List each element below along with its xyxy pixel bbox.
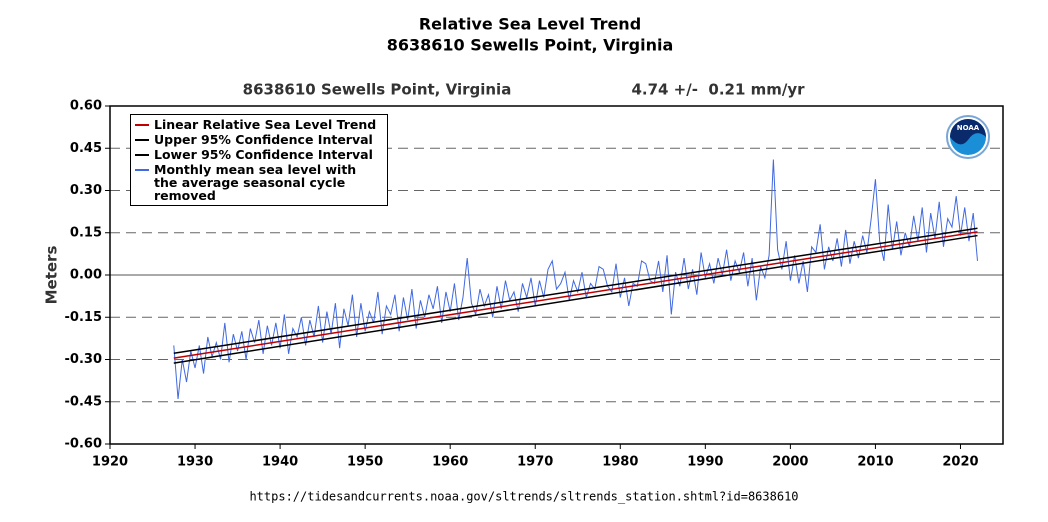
x-tick-label: 1950: [347, 455, 383, 470]
chart-title: Relative Sea Level Trend: [419, 15, 641, 34]
legend-item: Lower 95% Confidence Interval: [135, 148, 383, 161]
plot-frame: [109, 105, 1004, 445]
x-tick-label: 1990: [687, 455, 723, 470]
legend-swatch: [135, 139, 149, 141]
station-label: 8638610 Sewells Point, Virginia: [243, 81, 512, 99]
y-tick-label: 0.30: [70, 183, 102, 198]
legend-label: Lower 95% Confidence Interval: [154, 147, 373, 162]
legend-label: Upper 95% Confidence Interval: [154, 132, 373, 147]
x-tick-label: 1980: [602, 455, 638, 470]
noaa-logo: NOAA: [946, 115, 990, 159]
series-line: [173, 227, 978, 355]
y-tick-label: 0.00: [70, 268, 102, 283]
x-tick-label: 1920: [92, 455, 128, 470]
x-tick-label: 2010: [857, 455, 893, 470]
legend-item: Linear Relative Sea Level Trend: [135, 118, 383, 131]
legend: Linear Relative Sea Level Trend Upper 95%…: [130, 114, 388, 206]
x-tick-label: 1960: [432, 455, 468, 470]
x-tick-label: 2020: [942, 455, 978, 470]
y-tick-label: 0.45: [70, 141, 102, 156]
y-tick-label: -0.60: [65, 437, 102, 452]
y-tick-label: 0.15: [70, 225, 102, 240]
legend-label: Monthly mean sea level with the average …: [154, 162, 357, 203]
series-line: [173, 231, 978, 359]
plot-area: -0.60 -0.45 -0.30 -0.15 0.00 0.15 0.30 0.45 0.60…: [65, 99, 1004, 470]
y-tick-label: -0.15: [65, 310, 102, 325]
legend-label: Linear Relative Sea Level Trend: [154, 117, 377, 132]
y-tick-label: -0.30: [65, 352, 102, 367]
x-tick-label: 1930: [177, 455, 213, 470]
source-url: https://tidesandcurrents.noaa.gov/sltren…: [249, 490, 798, 504]
trend-label: 4.74 +/- 0.21 mm/yr: [631, 81, 805, 99]
legend-swatch: [135, 124, 149, 126]
y-tick-label: 0.60: [70, 99, 102, 114]
chart-subtitle: 8638610 Sewells Point, Virginia: [387, 36, 674, 55]
legend-item: Monthly mean sea level with the average …: [135, 163, 383, 202]
legend-item: Upper 95% Confidence Interval: [135, 133, 383, 146]
logo-text: NOAA: [957, 124, 980, 132]
x-tick-label: 1940: [262, 455, 298, 470]
legend-swatch: [135, 169, 149, 171]
x-tick-label: 1970: [517, 455, 553, 470]
y-axis-label: Meters: [43, 246, 61, 305]
series-line: [173, 234, 978, 364]
x-tick-label: 2000: [772, 455, 808, 470]
legend-swatch: [135, 154, 149, 156]
y-tick-label: -0.45: [65, 394, 102, 409]
